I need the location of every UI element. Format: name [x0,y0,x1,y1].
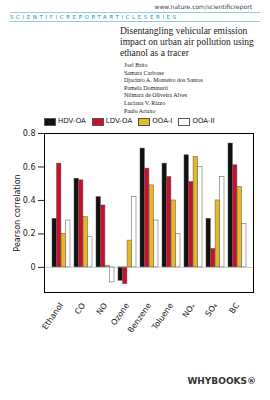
svg-text:0: 0 [30,263,35,272]
html-text:SCIENTIFICREPORTARTICLESERIES: SCIENTIFICREPORTARTICLESERIES [10,14,179,20]
html-text:www.nature.com/scientificrepor: www.nature.com/scientificreport [154,3,252,10]
svg-text:CO: CO [73,301,87,316]
html-text:Nilmara de Oliveira Alves: Nilmara de Oliveira Alves [124,92,188,99]
svg-text:0.8: 0.8 [23,129,36,138]
svg-text:SO₄: SO₄ [203,301,219,318]
svg-text:NO: NO [95,301,109,316]
html-text:OOA-I: OOA-I [152,117,173,126]
svg-text:Benzene: Benzene [126,301,153,332]
svg-text:Pearson correlation: Pearson correlation [13,174,22,251]
svg-text:NOₓ: NOₓ [181,301,198,319]
svg-text:Ozone: Ozone [109,301,131,327]
svg-text:0.4: 0.4 [23,196,36,205]
svg-text:BC: BC [228,301,242,315]
html-text:OOA-II: OOA-II [192,117,215,126]
html-text:Samara Carbone: Samara Carbone [124,69,164,76]
html-text:Pamela Dominutti: Pamela Dominutti [124,84,168,91]
html-text:Luciana V. Rizzo: Luciana V. Rizzo [124,100,166,106]
svg-text:0.2: 0.2 [23,229,36,238]
html-text:Paulo Artaxo: Paulo Artaxo [124,107,156,114]
html-text:Djacinto A. Monteiro dos Santo: Djacinto A. Monteiro dos Santos [124,77,203,84]
svg-text:0.6: 0.6 [23,163,36,172]
html-text:Disentangling vehicular emissi: Disentangling vehicular emission impact … [120,26,254,58]
html-text:WHYBOOKS®: WHYBOOKS® [187,376,256,386]
html-text:LDV-OA: LDV-OA [105,117,133,126]
html-text:Joel Brito: Joel Brito [124,62,148,68]
html-text:HDV-OA: HDV-OA [58,117,86,126]
svg-text:Ethanol: Ethanol [40,301,65,331]
svg-text:Toluene: Toluene [150,301,176,332]
